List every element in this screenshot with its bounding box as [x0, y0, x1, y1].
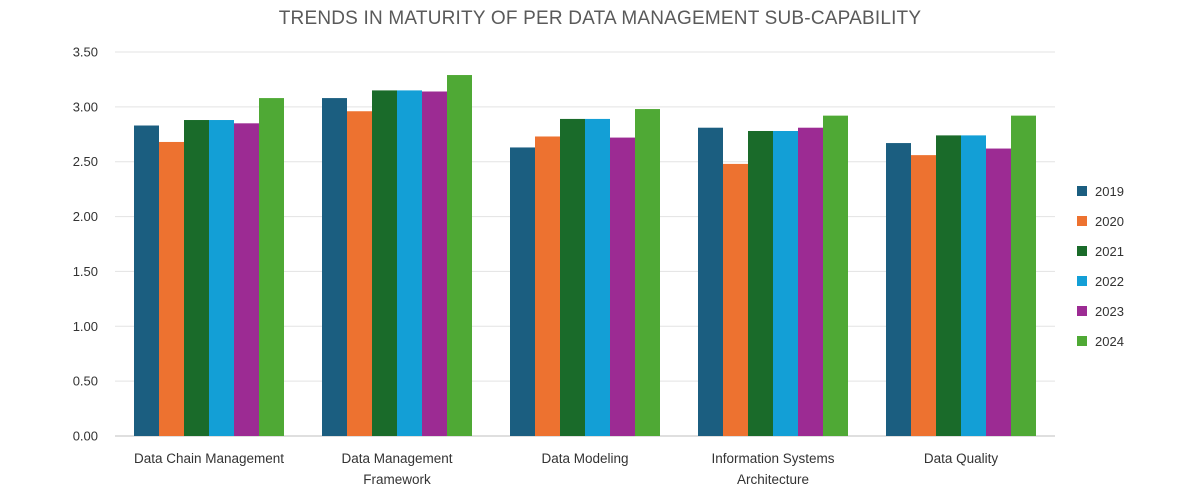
x-category-label: Data Chain Management [134, 451, 284, 466]
bar-2023 [422, 91, 447, 437]
legend-swatch [1077, 336, 1087, 346]
legend-label: 2024 [1095, 334, 1124, 349]
bar-2022 [773, 130, 798, 436]
legend-label: 2019 [1095, 184, 1124, 199]
legend-swatch [1077, 306, 1087, 316]
bar-2022 [209, 120, 234, 436]
legend-swatch [1077, 276, 1087, 286]
bar-2019 [886, 143, 911, 436]
bar-2020 [159, 141, 184, 437]
x-category-label: Architecture [737, 472, 809, 487]
x-category-label: Data Management [341, 451, 452, 466]
y-tick-label: 2.50 [73, 154, 98, 169]
legend-label: 2023 [1095, 304, 1124, 319]
bar-2020 [347, 111, 372, 436]
legend-label: 2022 [1095, 274, 1124, 289]
bar-2022 [961, 135, 986, 436]
x-category-label: Framework [363, 472, 431, 487]
legend-label: 2021 [1095, 244, 1124, 259]
bar-2020 [911, 155, 936, 437]
bar-2021 [748, 130, 773, 436]
bar-2023 [986, 148, 1011, 436]
bar-2019 [322, 98, 347, 436]
legend-swatch [1077, 216, 1087, 226]
x-category-label: Data Quality [924, 451, 999, 466]
bar-2021 [936, 135, 961, 436]
legend-swatch [1077, 246, 1087, 256]
y-tick-label: 2.00 [73, 209, 98, 224]
bar-2022 [397, 90, 422, 437]
x-category-label: Data Modeling [541, 451, 628, 466]
bar-2021 [372, 90, 397, 437]
bar-2020 [723, 163, 748, 436]
bar-2024 [635, 109, 660, 437]
x-category-label: Information Systems [711, 451, 834, 466]
y-tick-label: 1.50 [73, 264, 98, 279]
y-tick-label: 0.50 [73, 374, 98, 389]
legend-swatch [1077, 186, 1087, 196]
bar-2023 [234, 123, 259, 437]
y-tick-label: 3.50 [73, 45, 98, 60]
bar-2021 [560, 118, 585, 436]
chart-title: TRENDS IN MATURITY OF PER DATA MANAGEMEN… [278, 8, 922, 29]
bar-2023 [610, 137, 635, 436]
bar-2019 [134, 125, 159, 436]
bar-2024 [1011, 115, 1036, 437]
y-tick-label: 1.00 [73, 319, 98, 334]
bar-2024 [447, 75, 472, 436]
bar-2022 [585, 118, 610, 436]
bar-2024 [823, 115, 848, 437]
legend-label: 2020 [1095, 214, 1124, 229]
bar-2023 [798, 127, 823, 437]
y-tick-label: 0.00 [73, 429, 98, 444]
bar-2019 [698, 127, 723, 437]
y-tick-label: 3.00 [73, 99, 98, 114]
bar-2020 [535, 136, 560, 437]
bar-2019 [510, 147, 535, 437]
bar-2021 [184, 120, 209, 436]
bar-2024 [259, 98, 284, 436]
